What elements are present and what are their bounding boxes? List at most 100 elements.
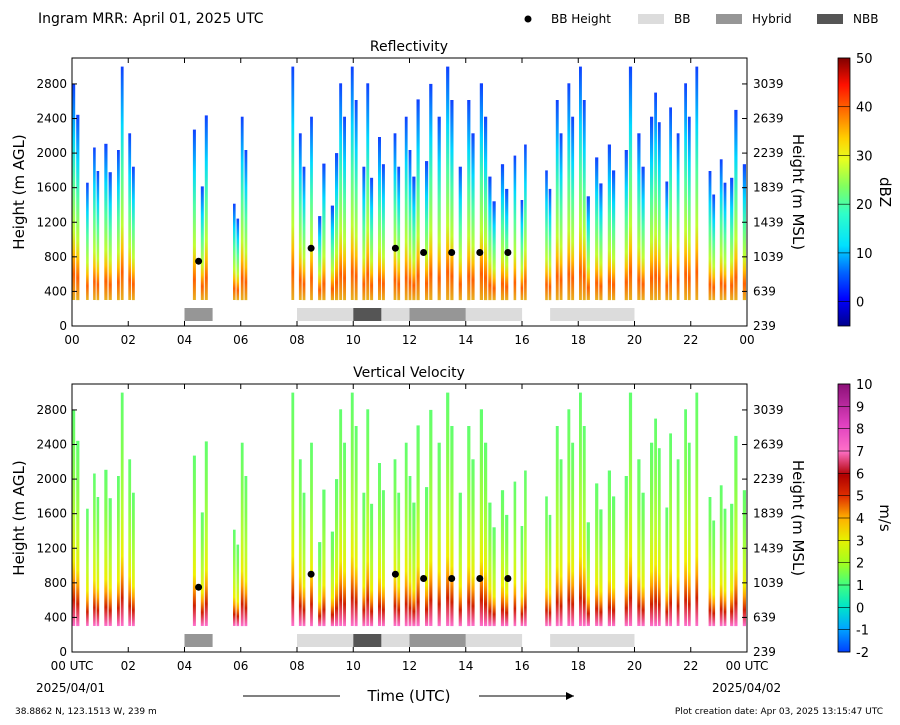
echo-column [488, 502, 492, 627]
colorbar-tick-label: 50 [856, 52, 873, 67]
echo-column [93, 147, 96, 300]
echo-column [500, 164, 505, 301]
reflectivity-bb-height-markers [195, 244, 512, 265]
location-label: 38.8862 N, 123.1513 W, 239 m [15, 707, 157, 717]
echo-column [354, 426, 358, 627]
precip-type-bar-bb [297, 634, 354, 647]
echo-column [393, 459, 397, 626]
echo-column [200, 512, 204, 626]
x-tick-label: 08 [289, 659, 304, 673]
echo-column [117, 150, 120, 301]
echo-column [132, 492, 135, 627]
echo-column [117, 476, 120, 627]
echo-column [318, 216, 322, 301]
echo-column [416, 425, 420, 627]
y-tick-right-label: 2239 [753, 472, 784, 486]
echo-column [650, 442, 654, 627]
echo-column [236, 544, 240, 627]
vertical-velocity-bb-height-markers [195, 570, 512, 591]
x-tick-label: 10 [346, 333, 361, 347]
x-tick-label: 00 [64, 333, 79, 347]
y-tick-label: 800 [44, 576, 67, 590]
bb-height-marker [476, 249, 484, 256]
echo-column [548, 514, 552, 627]
echo-column [471, 459, 475, 626]
vertical-velocity-title: Vertical Velocity [353, 365, 465, 381]
colorbar-tick-label: 6 [856, 467, 864, 482]
y-tick-right-label: 1439 [753, 541, 784, 555]
echo-column [86, 182, 89, 300]
echo-column [492, 201, 496, 301]
precip-type-bar-hybrid [184, 308, 213, 321]
colorbar-tick-label: 1 [856, 579, 864, 594]
y-tick-label: 0 [59, 645, 67, 659]
echo-column [362, 166, 366, 301]
echo-column [676, 133, 680, 300]
echo-column [676, 459, 680, 626]
echo-column [72, 83, 76, 301]
y-tick-right-label: 239 [753, 645, 776, 659]
echo-column [93, 473, 96, 626]
echo-column [628, 392, 633, 626]
precip-type-bar-bb [297, 308, 354, 321]
echo-column [381, 164, 385, 301]
colorbar-tick-label: 0 [856, 601, 864, 616]
legend-item-bb-height: BB Height [524, 12, 611, 26]
precip-type-bar-nbb [353, 308, 382, 321]
echo-column [72, 409, 76, 626]
bb-height-marker [391, 244, 399, 252]
bb-height-marker [420, 575, 428, 582]
echo-column [650, 116, 654, 301]
echo-column [446, 392, 450, 626]
echo-column [335, 479, 339, 627]
echo-column [695, 66, 699, 300]
echo-column [742, 164, 746, 301]
echo-column [734, 109, 738, 301]
echo-column [669, 107, 672, 301]
echo-column [657, 448, 661, 626]
y-tick-right-label: 1839 [753, 181, 784, 195]
echo-column [567, 83, 571, 300]
precip-type-bar-hybrid [184, 634, 213, 647]
echo-column [104, 469, 108, 626]
precip-type-bar-bb [465, 308, 523, 321]
echo-column [204, 441, 208, 626]
echo-column [684, 83, 687, 300]
echo-column [240, 442, 244, 627]
page-title: Ingram MRR: April 01, 2025 UTC [38, 11, 264, 27]
y-tick-right-label: 3039 [753, 77, 784, 91]
echo-column [318, 542, 322, 627]
x-tick-label: 00 UTC [726, 659, 769, 673]
echo-column [86, 508, 89, 626]
echo-column [76, 114, 80, 301]
echo-column [393, 133, 397, 300]
legend-swatch [716, 14, 742, 24]
x-tick-label: 16 [514, 333, 529, 347]
reflectivity-panel: Reflectivity 00 02 04 06 08 10 12 14 16 18 20 22 000… [10, 39, 894, 347]
precip-type-bar-bb [381, 634, 410, 647]
y-tick-label: 1200 [36, 215, 67, 229]
y-tick-label: 2800 [36, 77, 67, 91]
colorbar-tick-label: 3 [856, 534, 864, 549]
colorbar-tick-label: -1 [856, 624, 869, 639]
precip-type-bar-nbb [353, 634, 382, 647]
echo-column [571, 116, 575, 301]
x-tick-label: 06 [233, 333, 248, 347]
echo-column [310, 116, 313, 301]
x-tick-label: 20 [627, 333, 642, 347]
precip-type-bar-hybrid [409, 634, 466, 647]
echo-column [641, 492, 645, 627]
vertical-velocity-ylabel: Height (m AGL) [10, 460, 28, 575]
echo-column [416, 99, 420, 301]
x-tick-label: 18 [571, 659, 586, 673]
echo-column [200, 186, 204, 300]
bb-height-marker [420, 249, 428, 256]
x-tick-label: 14 [458, 333, 473, 347]
echo-column [397, 492, 401, 627]
echo-column [298, 133, 302, 300]
precip-type-bar-bb [465, 634, 523, 647]
echo-column [120, 66, 124, 300]
x-tick-label: 02 [121, 659, 136, 673]
echo-column [520, 200, 524, 300]
precip-type-bar-hybrid [409, 308, 466, 321]
